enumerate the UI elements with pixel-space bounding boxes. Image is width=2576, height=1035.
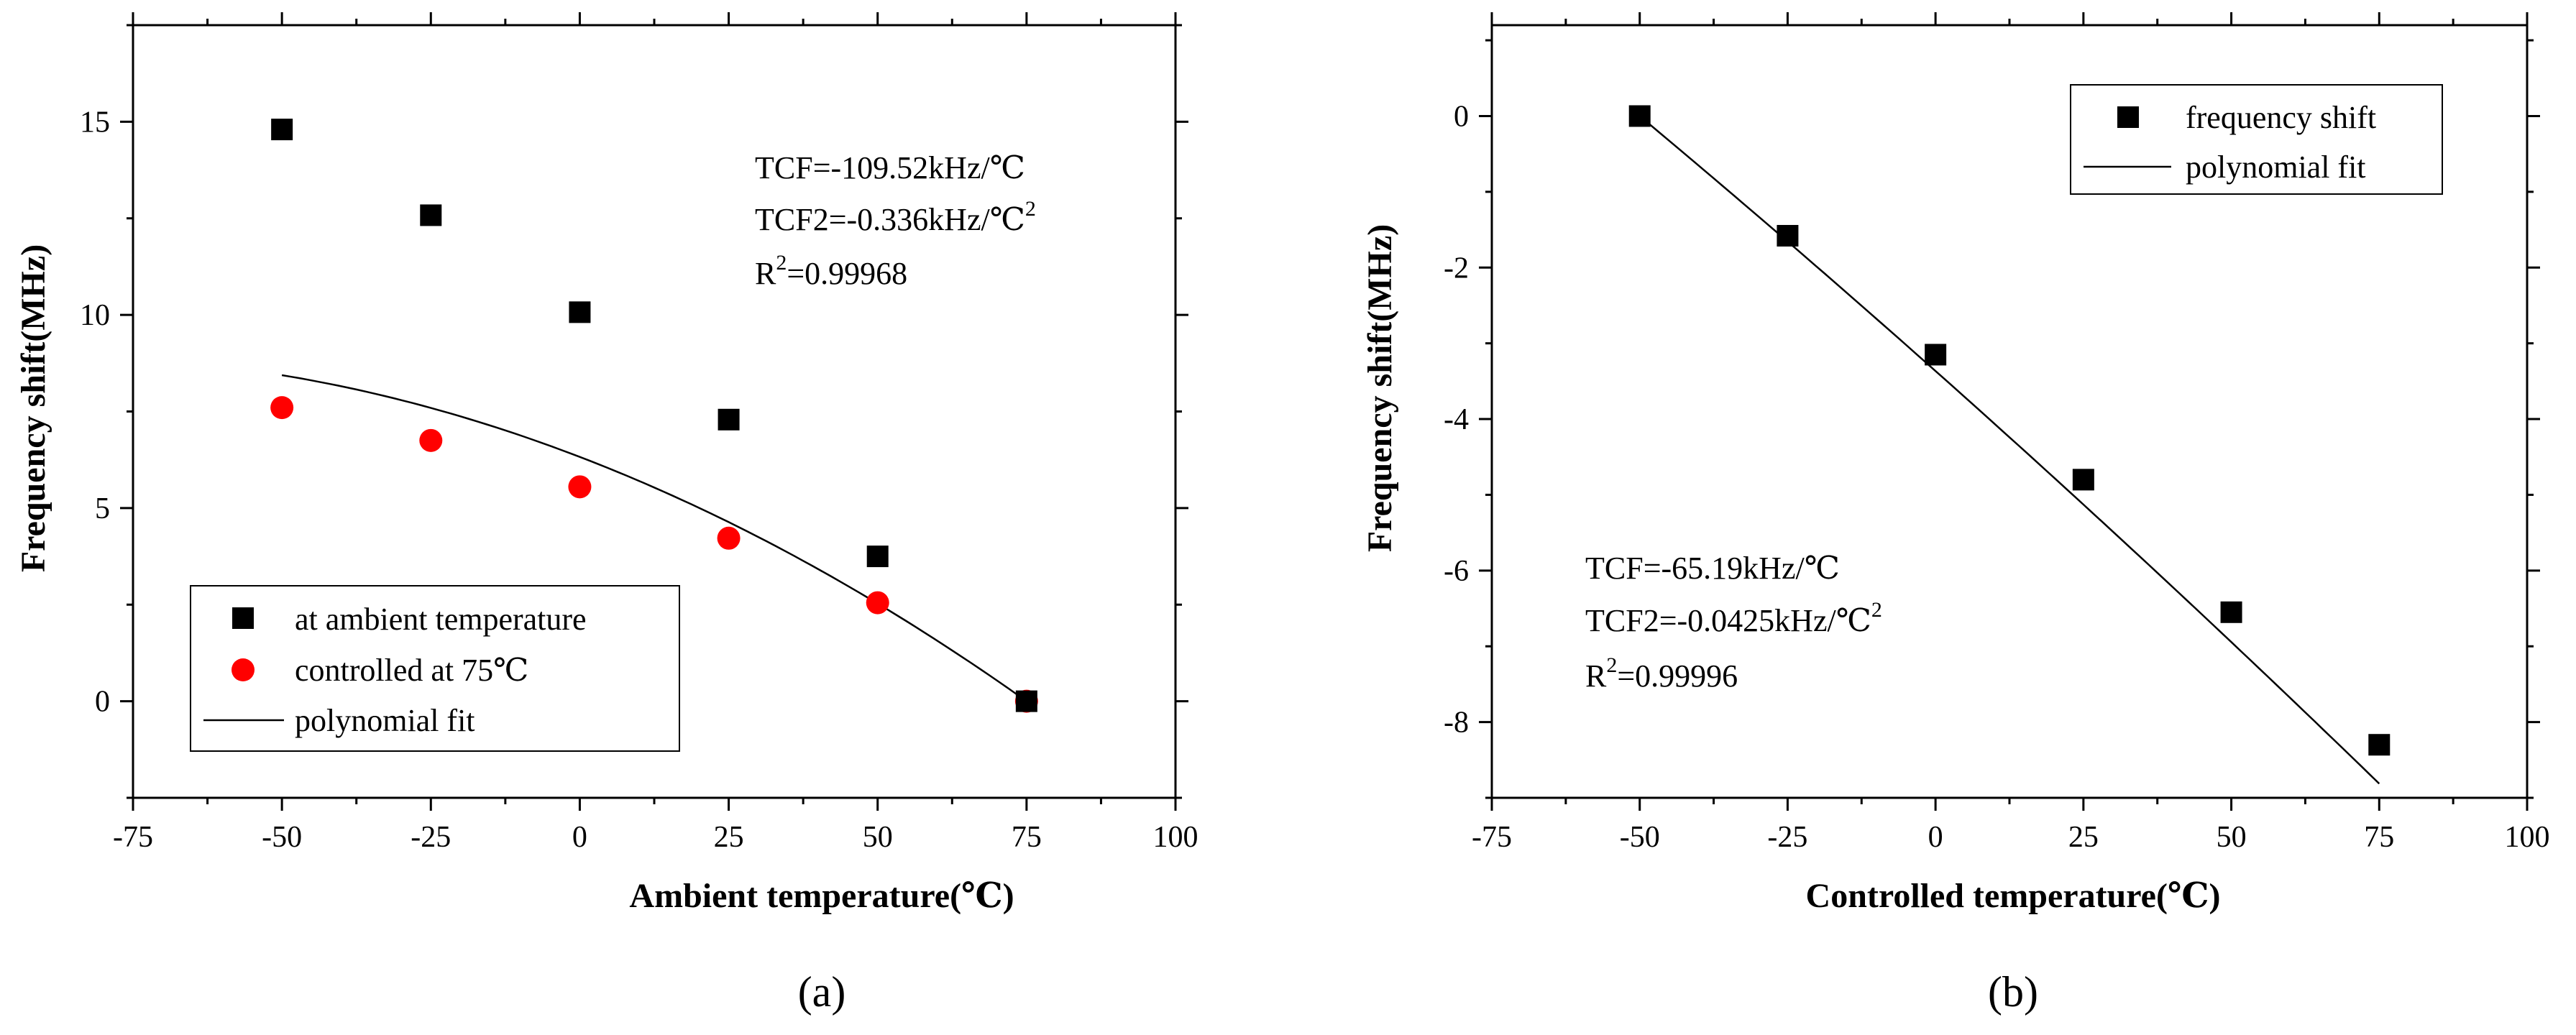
panel-a-label: (a) bbox=[798, 968, 846, 1016]
panel-a-circle-point bbox=[866, 591, 889, 615]
panel-b-y-tick-label: -4 bbox=[1444, 403, 1469, 436]
panel-b: -75 -50 -25 0 25 50 75 100 0 -2 -4 -6 -8 TCF=-65.19k… bbox=[1361, 12, 2550, 1016]
panel-b-y-tick-label: -2 bbox=[1444, 252, 1469, 285]
panel-a-x-tick-label: 0 bbox=[572, 821, 587, 854]
panel-a-y-tick-label: 5 bbox=[95, 492, 110, 525]
panel-b-square-point bbox=[1925, 344, 1947, 366]
panel-a-circle-point bbox=[568, 475, 592, 499]
panel-b-legend-label-shift: frequency shift bbox=[2186, 100, 2376, 135]
panel-a-legend-circle-marker bbox=[232, 658, 255, 681]
panel-a-x-tick-label: 50 bbox=[863, 821, 893, 854]
panel-b-y-tick-label: -8 bbox=[1444, 707, 1469, 740]
panel-b-square-point bbox=[1777, 224, 1799, 247]
panel-b-y-axis-title: Frequency shift(MHz) bbox=[1361, 224, 1399, 552]
panel-b-x-tick-label: 50 bbox=[2217, 821, 2247, 854]
panel-a-square-point bbox=[271, 119, 293, 141]
panel-a-legend: at ambient temperature controlled at 75℃… bbox=[190, 585, 680, 752]
panel-a-y-axis-title: Frequency shift(MHz) bbox=[14, 244, 52, 572]
panel-a-circle-point bbox=[270, 396, 294, 420]
panel-a-y-tick-label: 10 bbox=[80, 299, 110, 332]
panel-b-fit-layer bbox=[1638, 115, 2380, 785]
panel-b-tcf-annotation: TCF=-65.19kHz/℃ bbox=[1585, 551, 1840, 586]
panel-b-square-point bbox=[2220, 601, 2242, 623]
panel-b-y-tick-label: 0 bbox=[1454, 100, 1469, 133]
panel-a-fit-curve bbox=[281, 374, 1027, 702]
panel-a-x-tick-label: 75 bbox=[1012, 821, 1042, 854]
panel-b-square-point bbox=[2368, 734, 2391, 756]
panel-a-points-layer bbox=[270, 119, 1038, 713]
panel-b-legend-label-fit: polynomial fit bbox=[2186, 150, 2366, 185]
panel-a-square-point bbox=[1015, 690, 1037, 712]
panel-a-x-tick-label: 100 bbox=[1153, 821, 1198, 854]
panel-b-square-point bbox=[2072, 469, 2094, 491]
panel-a-y-tick-label: 15 bbox=[80, 106, 110, 139]
panel-a-circle-point bbox=[419, 428, 443, 452]
panel-b-legend-square-marker bbox=[2117, 106, 2139, 128]
panel-b-x-tick-label: -25 bbox=[1767, 821, 1807, 854]
panel-b-legend: frequency shift polynomial fit bbox=[2070, 84, 2443, 195]
panel-b-r2-annotation: R2=0.99996 bbox=[1585, 653, 1738, 694]
panel-b-square-point bbox=[1628, 105, 1651, 127]
panel-b-tcf2-annotation: TCF2=-0.0425kHz/℃2 bbox=[1585, 598, 1882, 638]
panel-a-x-axis-title: Ambient temperature(℃) bbox=[629, 877, 1014, 915]
panel-b-x-tick-label: 0 bbox=[1928, 821, 1943, 854]
panel-a-x-tick-label: -25 bbox=[411, 821, 451, 854]
panel-b-x-tick-label: 25 bbox=[2068, 821, 2099, 854]
panel-a-square-point bbox=[420, 204, 442, 226]
panel-a-square-point bbox=[718, 408, 740, 431]
panel-a-square-point bbox=[866, 546, 889, 568]
panel-b-x-axis-title: Controlled temperature(℃) bbox=[1806, 877, 2221, 915]
panel-a-square-point bbox=[569, 301, 591, 323]
panel-a-fit-layer bbox=[281, 374, 1027, 702]
panel-b-x-tick-label: 75 bbox=[2364, 821, 2394, 854]
panel-b-label: (b) bbox=[1988, 968, 2038, 1016]
panel-a-ticks: -75 -50 -25 0 25 50 75 100 0 5 10 15 bbox=[80, 12, 1198, 854]
panel-b-x-tick-label: 100 bbox=[2505, 821, 2550, 854]
panel-a-tcf-annotation: TCF=-109.52kHz/℃ bbox=[755, 150, 1025, 185]
panel-a-legend-box bbox=[190, 585, 680, 752]
panel-a-x-tick-label: -75 bbox=[113, 821, 153, 854]
panel-b-x-tick-label: -75 bbox=[1472, 821, 1512, 854]
panel-a-tcf2-annotation: TCF2=-0.336kHz/℃2 bbox=[755, 197, 1036, 237]
panel-a-circle-point bbox=[717, 526, 741, 550]
panel-b-x-tick-label: -50 bbox=[1620, 821, 1660, 854]
panel-a-legend-label-fit: polynomial fit bbox=[295, 703, 475, 738]
panel-a-r2-annotation: R2=0.99968 bbox=[755, 251, 907, 291]
panel-a-legend-label-ambient: at ambient temperature bbox=[295, 602, 587, 637]
panel-a-legend-square-marker bbox=[232, 607, 254, 629]
panel-a-y-tick-label: 0 bbox=[95, 686, 110, 719]
panel-a-legend-label-controlled: controlled at 75℃ bbox=[295, 653, 528, 688]
panel-a-x-tick-label: 25 bbox=[714, 821, 744, 854]
panel-b-y-tick-label: -6 bbox=[1444, 555, 1469, 588]
panel-a: -75 -50 -25 0 25 50 75 100 0 5 10 15 TCF=-109.52kHz… bbox=[14, 12, 1198, 1016]
panel-b-fit-curve bbox=[1638, 115, 2380, 785]
panel-b-ticks: -75 -50 -25 0 25 50 75 100 0 -2 -4 -6 -8 bbox=[1444, 12, 2550, 854]
panel-b-legend-box bbox=[2070, 84, 2443, 195]
panel-b-points-layer bbox=[1628, 105, 2391, 756]
panel-a-x-tick-label: -50 bbox=[262, 821, 302, 854]
